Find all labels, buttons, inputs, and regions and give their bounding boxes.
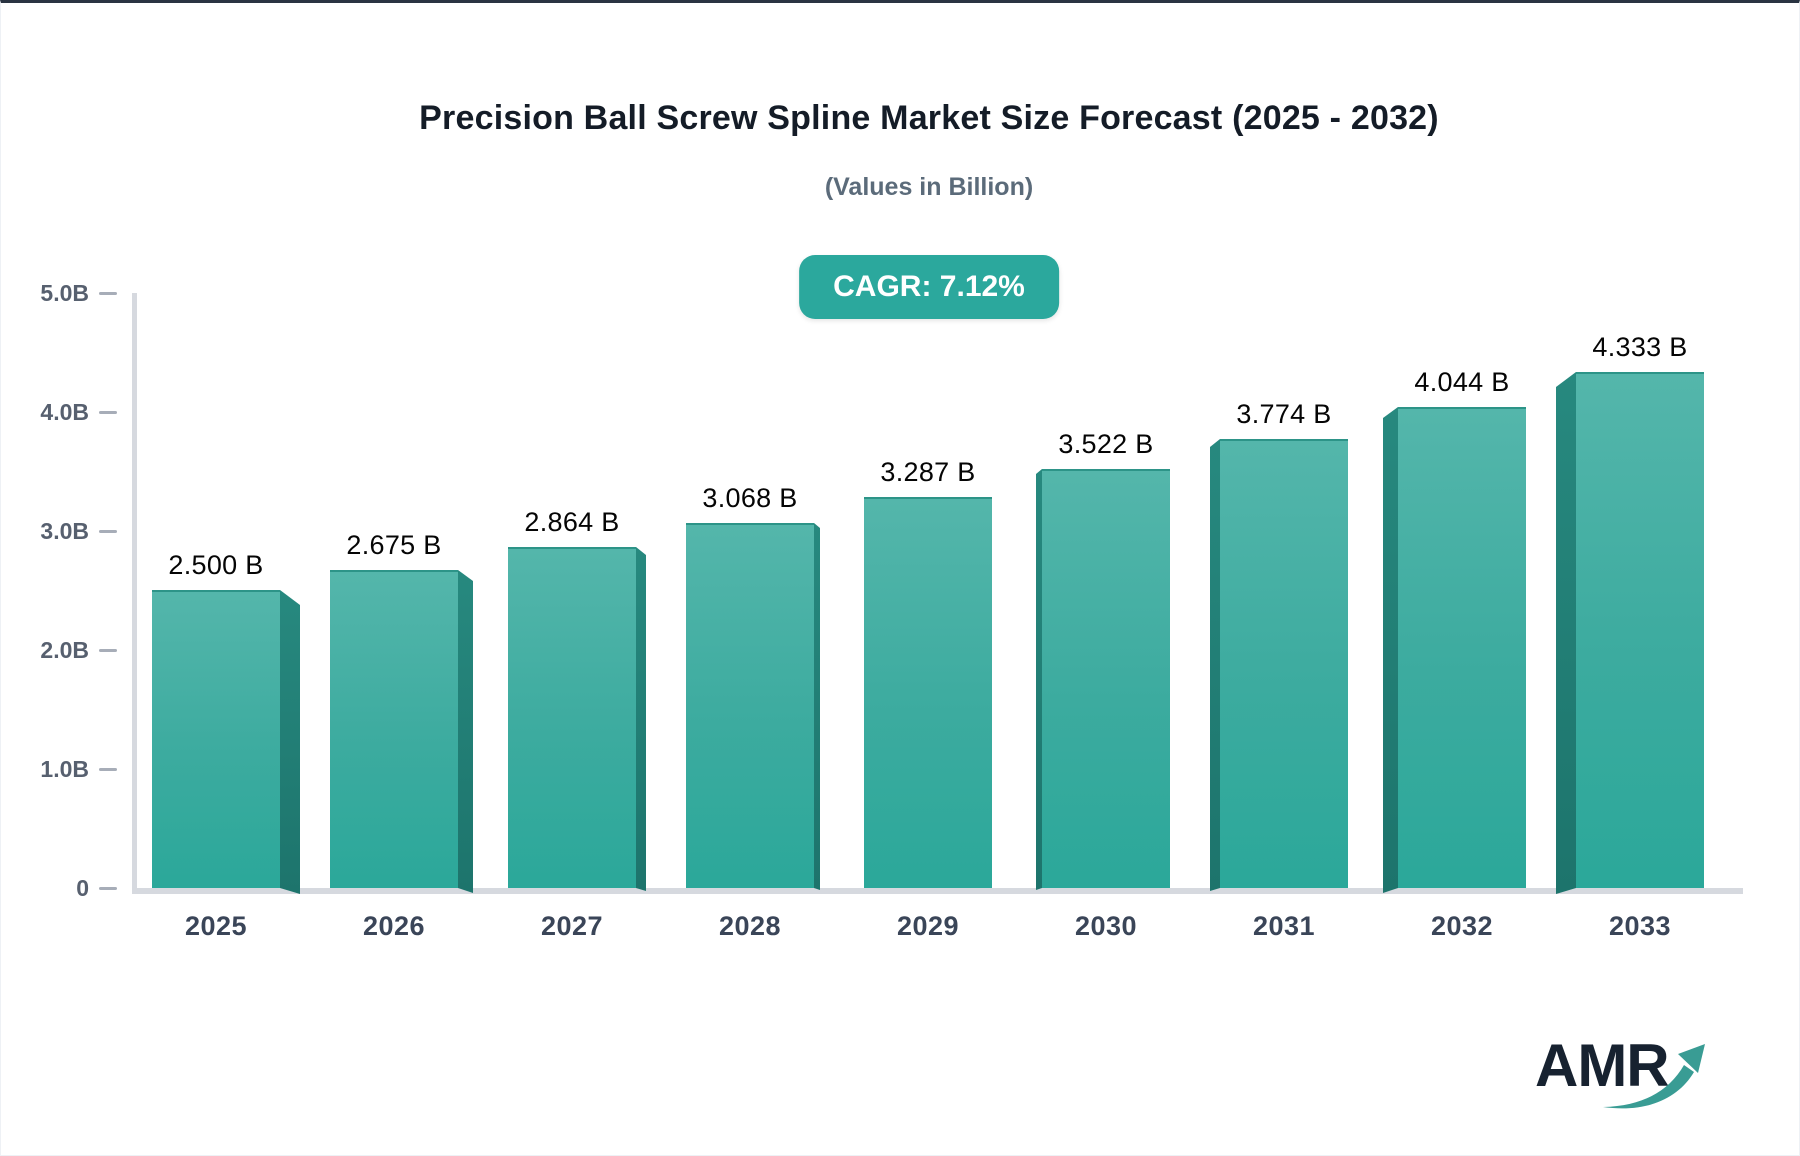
y-axis-tick — [99, 768, 117, 771]
bar-3d-side — [458, 570, 473, 893]
bar-value-label: 3.522 B — [1058, 429, 1154, 459]
bar-2029 — [864, 497, 992, 888]
amr-logo: AMR — [1535, 1031, 1755, 1131]
x-axis-tick-label: 2031 — [1252, 911, 1316, 941]
bar-value-label: 3.068 B — [702, 483, 798, 513]
bar-value-label: 2.864 B — [524, 507, 620, 537]
x-axis-line — [132, 888, 1743, 894]
x-axis-tick-label: 2027 — [540, 911, 604, 941]
bar-2031 — [1220, 439, 1348, 888]
bar-value-label: 2.500 B — [168, 550, 264, 580]
bar-2026 — [330, 570, 458, 888]
bar-3d-side — [1383, 407, 1398, 893]
bar-2027 — [508, 547, 636, 888]
y-axis-tick-label: 0 — [76, 875, 89, 901]
x-axis-tick-label: 2028 — [718, 911, 782, 941]
y-axis-tick — [99, 292, 117, 295]
bar-3d-side — [636, 547, 646, 891]
bar-value-label: 3.287 B — [880, 457, 976, 487]
x-axis-tick-label: 2032 — [1430, 911, 1494, 941]
y-axis-tick — [99, 649, 117, 652]
x-axis-tick-label: 2026 — [362, 911, 426, 941]
bar-3d-side — [1210, 439, 1220, 891]
bar-value-label: 4.044 B — [1414, 367, 1510, 397]
cagr-badge-label: CAGR: 7.12% — [833, 270, 1025, 303]
chart-title: Precision Ball Screw Spline Market Size … — [419, 99, 1439, 137]
y-axis-tick-label: 4.0B — [40, 399, 89, 425]
chart-subtitle: (Values in Billion) — [824, 173, 1034, 201]
bar-3d-side — [814, 523, 820, 890]
bar-value-label: 2.675 B — [346, 530, 442, 560]
bar-2025 — [152, 590, 280, 888]
y-axis-line — [132, 293, 137, 888]
bar-2028 — [686, 523, 814, 888]
bar-3d-side — [1556, 372, 1576, 894]
bar-3d-side — [280, 590, 300, 894]
growth-arrow-icon — [1603, 1044, 1705, 1109]
bar-2030 — [1042, 469, 1170, 888]
y-axis-tick — [99, 887, 117, 890]
x-axis-tick-label: 2025 — [184, 911, 248, 941]
bar-2033 — [1576, 372, 1704, 888]
x-axis-tick-label: 2030 — [1074, 911, 1138, 941]
bar-value-label: 3.774 B — [1236, 399, 1332, 429]
x-axis-tick-label: 2033 — [1608, 911, 1672, 941]
y-axis-tick-label: 5.0B — [40, 280, 89, 306]
y-axis-tick — [99, 530, 117, 533]
y-axis-tick-label: 2.0B — [40, 637, 89, 663]
bar-2032 — [1398, 407, 1526, 888]
cagr-badge: CAGR: 7.12% — [799, 255, 1059, 319]
amr-logo-text: AMR — [1535, 1032, 1670, 1099]
bar-value-label: 4.333 B — [1592, 332, 1688, 362]
y-axis-tick-label: 3.0B — [40, 518, 89, 544]
y-axis-tick-label: 1.0B — [40, 756, 89, 782]
y-axis-tick — [99, 411, 117, 414]
bar-3d-side — [1036, 469, 1042, 890]
x-axis-tick-label: 2029 — [896, 911, 960, 941]
